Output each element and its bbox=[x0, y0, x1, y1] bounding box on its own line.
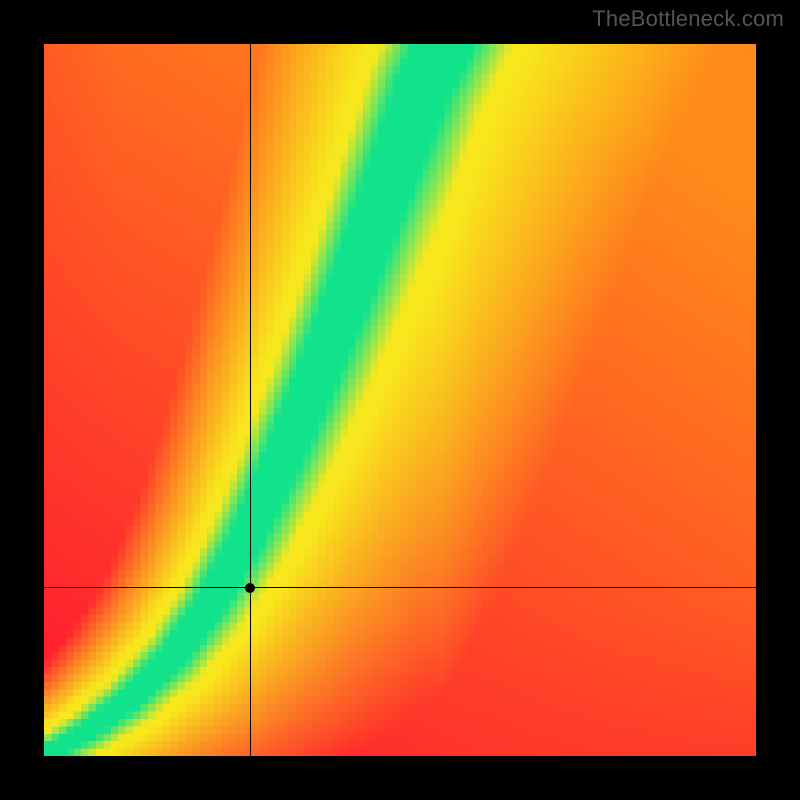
heatmap-canvas bbox=[44, 44, 756, 756]
crosshair-vertical bbox=[250, 44, 251, 756]
watermark-text: TheBottleneck.com bbox=[592, 6, 784, 32]
plot-frame bbox=[0, 0, 800, 800]
crosshair-horizontal bbox=[44, 587, 756, 588]
